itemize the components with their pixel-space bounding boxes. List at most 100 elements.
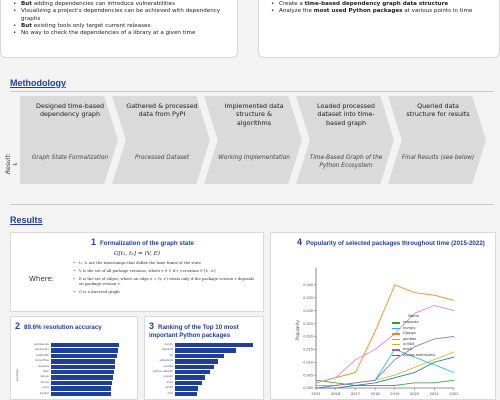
methodology-title: Methodology xyxy=(10,78,66,88)
definition-list: t₁, t₂ are the timestamps that define th… xyxy=(73,260,259,297)
legend-item: typing-extensions xyxy=(392,353,435,358)
ranking-bar xyxy=(175,364,214,369)
series-line-requests xyxy=(315,379,455,386)
problem-item: But existing tools only target current r… xyxy=(13,23,227,31)
step-result: Graph State Formalization xyxy=(31,155,109,161)
x-tick-label: 2017 xyxy=(351,392,360,396)
problem-box: But adding dependencies can introduce vu… xyxy=(0,0,238,58)
series-line-django xyxy=(315,284,455,384)
ranking-bar-label: numpy xyxy=(164,343,173,346)
y-tick-label: 0.020 xyxy=(303,335,313,339)
accuracy-bar xyxy=(51,380,112,386)
definition-item: G is a directed graph xyxy=(73,289,259,294)
result-arrow-icon: → xyxy=(12,161,18,168)
step-query: Queried data structure for results Final… xyxy=(388,96,486,184)
ranking-bar-row: urllib3 xyxy=(165,386,253,391)
accuracy-bar-row: scikit-learn xyxy=(35,348,121,353)
ranking-bar-label: pyyaml xyxy=(163,375,173,379)
legend-label: Django xyxy=(403,331,416,336)
y-tick-label: 0.005 xyxy=(303,373,313,377)
series-line-pandas xyxy=(315,305,455,384)
accuracy-bar-label: jupyter xyxy=(39,391,49,395)
ranking-bar-row: scipy xyxy=(166,380,253,386)
legend-swatch xyxy=(392,327,400,330)
formalization-card: 1 Formalization of the graph state G[t₁, … xyxy=(10,232,264,312)
ranking-bar xyxy=(175,391,197,396)
popularity-card: 4 Popularity of selected packages through… xyxy=(270,232,496,400)
accuracy-bar-row: scipy xyxy=(42,386,121,391)
x-tick-label: 2022 xyxy=(449,392,458,396)
ranking-bar-row: pyyaml xyxy=(163,375,253,380)
problem-item: But adding dependencies can introduce vu… xyxy=(13,1,227,9)
legend-item: torch xyxy=(392,347,435,352)
series-line-torch xyxy=(315,336,455,389)
ranking-bar-label: pandas xyxy=(163,364,173,368)
legend-swatch xyxy=(392,333,400,335)
accuracy-bar-label: tensorflow xyxy=(35,359,49,363)
accuracy-bar xyxy=(51,391,111,396)
y-tick-label: 0.025 xyxy=(303,322,313,326)
accuracy-bar xyxy=(51,364,115,369)
y-axis-label: Popularity xyxy=(295,319,300,340)
accuracy-bar-row: django xyxy=(40,375,121,380)
ranking-bar-row: python-dateutil xyxy=(153,370,253,375)
ranking-bar-label: setuptools xyxy=(159,359,173,363)
step-label: Gathered & processed data from PyPI xyxy=(126,102,198,119)
definition-item: t₁, t₂ are the timestamps that define th… xyxy=(73,260,259,265)
accuracy-bar-label: scipy xyxy=(42,386,49,390)
definition-item: V is the set of all package versions, wh… xyxy=(73,268,259,273)
ranking-bar-row: numpy xyxy=(164,343,253,348)
ranking-bar-row: click xyxy=(167,391,253,397)
accuracy-bar-label: pandas-dev xyxy=(33,343,49,346)
ranking-card: 3 Ranking of the Top 10 most important Py… xyxy=(144,316,264,400)
accuracy-bar-label: numpy xyxy=(40,380,49,384)
x-tick-label: 2018 xyxy=(371,392,381,396)
y-tick-label: 0.015 xyxy=(303,348,313,352)
ranking-bar xyxy=(175,370,211,375)
ranking-bar xyxy=(175,359,218,364)
y-tick-label: 0.035 xyxy=(303,296,313,300)
ranking-bar-row: setuptools xyxy=(159,359,253,364)
x-tick-label: 2015 xyxy=(311,392,320,396)
formalization-title: 1 Formalization of the graph state xyxy=(91,237,194,248)
accuracy-bar-row: matplotlib xyxy=(36,353,121,359)
accuracy-bar-label: flask xyxy=(42,370,49,373)
step-result: Processed Dataset xyxy=(134,155,189,161)
legend-item: Django xyxy=(392,331,435,336)
y-tick-label: 0.030 xyxy=(303,309,313,313)
legend-item: requests xyxy=(392,320,435,325)
legend-item: pandas xyxy=(392,337,435,342)
ranking-bar-row: requests xyxy=(162,348,253,353)
objective-item: Create a time-based dependency graph dat… xyxy=(271,1,489,9)
accuracy-axis-label: package xyxy=(15,369,19,381)
x-tick-label: 2016 xyxy=(331,392,341,396)
ranking-bar-label: urllib3 xyxy=(164,386,173,390)
step-design: Designed time-based dependency graph Gra… xyxy=(20,96,118,184)
step-gather: Gathered & processed data from PyPI Proc… xyxy=(112,96,210,184)
chart-legend: Name requests numpy Django pandas urllib3 tor… xyxy=(392,314,435,358)
y-tick-label: 0.000 xyxy=(303,386,313,390)
result-row-label: Result: xyxy=(5,153,12,174)
legend-swatch xyxy=(392,349,400,351)
accuracy-bar-row: pandas-dev xyxy=(34,343,121,348)
objective-item: Analyze the most used Python packages at… xyxy=(271,8,489,16)
accuracy-bar-label: matplotlib xyxy=(35,353,49,357)
accuracy-bar xyxy=(51,348,118,353)
legend-item: numpy xyxy=(392,326,435,331)
popularity-title: 4 Popularity of selected packages through… xyxy=(297,237,485,248)
results-title: Results xyxy=(10,215,43,225)
ranking-bar-label: click xyxy=(167,391,173,395)
y-tick-label: 0.010 xyxy=(303,360,313,364)
problem-item: No way to check the dependencies of a li… xyxy=(13,30,227,38)
ranking-bar-label: python-dateutil xyxy=(153,370,173,373)
accuracy-bar xyxy=(51,359,116,364)
definition-item: E is the set of edges, where an edge e =… xyxy=(73,276,259,286)
legend-item: urllib3 xyxy=(392,342,435,347)
accuracy-bar xyxy=(51,353,117,359)
section-divider xyxy=(10,204,494,205)
ranking-bar xyxy=(175,380,202,386)
where-label: Where: xyxy=(29,275,55,283)
step-implement: Implemented data structure & algorithms … xyxy=(204,96,302,184)
step-label: Implemented data structure & algorithms xyxy=(224,102,284,127)
step-label: Designed time-based dependency graph xyxy=(35,102,105,119)
